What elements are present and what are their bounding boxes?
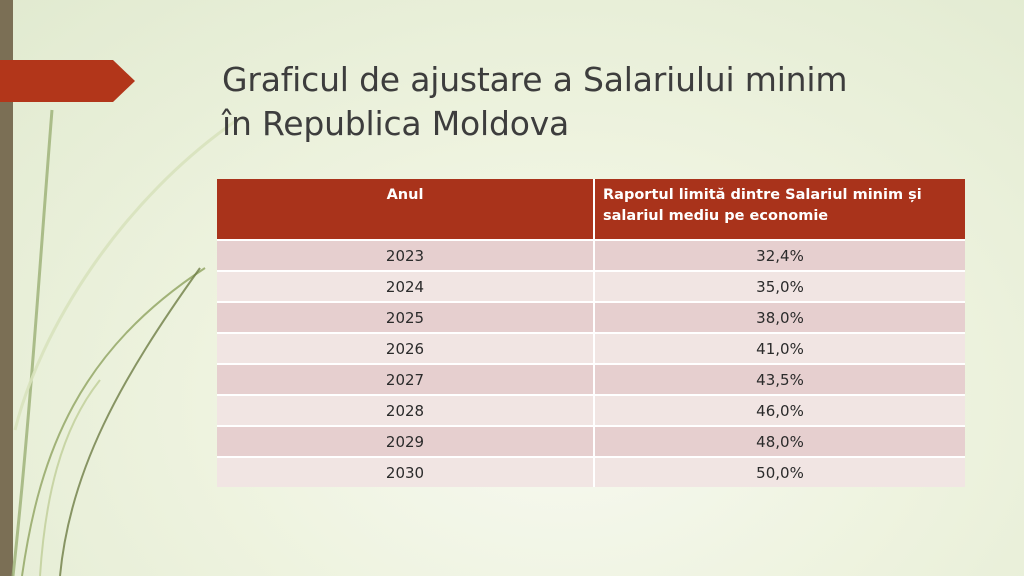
table-row: 2030 50,0% [217,456,965,487]
minimum-wage-table: Anul Raportul limită dintre Salariul min… [217,179,965,487]
cell-year: 2029 [217,425,594,457]
cell-ratio: 48,0% [593,425,965,457]
slide-title-line-2: în Republica Moldova [222,104,570,143]
cell-ratio: 32,4% [593,239,965,271]
cell-ratio: 41,0% [593,332,965,364]
table-row: 2027 43,5% [217,363,965,395]
cell-ratio: 35,0% [593,270,965,302]
cell-year: 2026 [217,332,594,364]
table-row: 2025 38,0% [217,301,965,333]
cell-year: 2023 [217,239,594,271]
table-row: 2026 41,0% [217,332,965,364]
table-header-row: Anul Raportul limită dintre Salariul min… [217,179,965,240]
table-row: 2029 48,0% [217,425,965,457]
header-year: Anul [217,179,594,240]
slide-title-line-1: Graficul de ajustare a Salariului minim [222,60,848,99]
table-row: 2023 32,4% [217,239,965,271]
slide-title: Graficul de ajustare a Salariului minim … [222,58,982,146]
cell-ratio: 50,0% [593,456,965,487]
cell-ratio: 46,0% [593,394,965,426]
cell-year: 2030 [217,456,594,487]
table-row: 2024 35,0% [217,270,965,302]
cell-ratio: 43,5% [593,363,965,395]
header-ratio: Raportul limită dintre Salariul minim și… [593,179,965,240]
cell-year: 2024 [217,270,594,302]
arrow-tab-decoration [0,60,135,102]
left-side-bar [0,0,13,576]
table-row: 2028 46,0% [217,394,965,426]
cell-year: 2025 [217,301,594,333]
cell-year: 2028 [217,394,594,426]
decorative-grass-strokes [11,109,241,576]
cell-year: 2027 [217,363,594,395]
cell-ratio: 38,0% [593,301,965,333]
